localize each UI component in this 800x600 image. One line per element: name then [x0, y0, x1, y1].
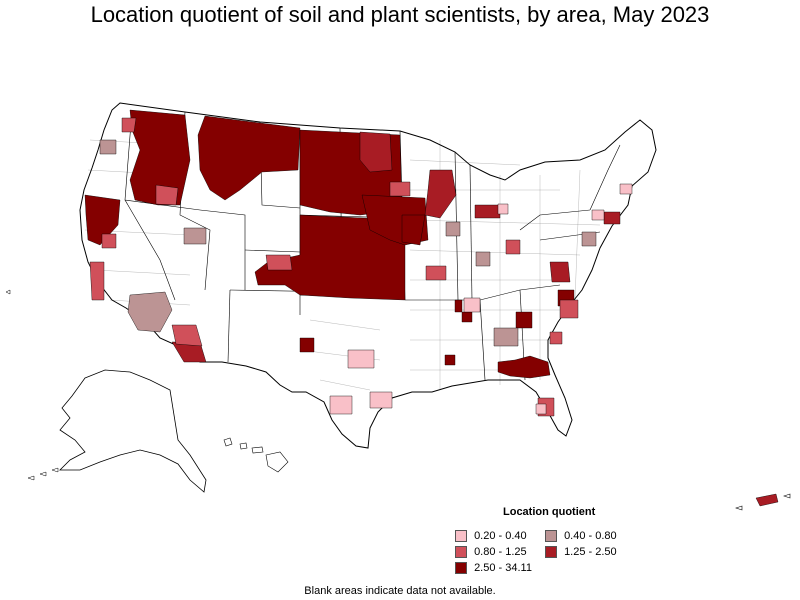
legend-swatch	[455, 546, 467, 559]
alaska-outline	[59, 369, 207, 493]
blank-areas-note: Blank areas indicate data not available.	[304, 585, 496, 597]
legend-item-0-20-0-40: 0.20 - 0.40	[455, 530, 527, 543]
legend-item-0-40-0-80: 0.40 - 0.80	[545, 530, 617, 543]
legend-swatch	[455, 530, 467, 543]
legend-swatch	[455, 562, 467, 575]
legend-item-0-80-1-25: 0.80 - 1.25	[455, 546, 527, 559]
legend-item-1-25-2-50: 1.25 - 2.50	[545, 546, 617, 559]
areas-0-20-to-0-40	[329, 183, 633, 415]
map-title: Location quotient of soil and plant scie…	[90, 2, 710, 27]
areas-1-25-to-2-50	[171, 131, 779, 507]
legend-label: 0.40 - 0.80	[564, 530, 617, 543]
puerto-rico	[735, 493, 791, 511]
areas-0-40-to-0-80	[99, 139, 597, 347]
legend-swatch	[545, 530, 557, 543]
legend-item-2-50-34-11: 2.50 - 34.11	[455, 562, 532, 575]
legend-label: 0.80 - 1.25	[474, 546, 527, 559]
legend-label: 2.50 - 34.11	[474, 562, 532, 575]
legend-swatch	[545, 546, 557, 559]
legend-title: Location quotient	[503, 506, 596, 518]
hawaii-islands	[223, 437, 289, 473]
alaska-islands	[5, 289, 59, 481]
areas-0-80-to-1-25	[89, 117, 579, 417]
areas-2-50-to-34-11	[84, 109, 575, 379]
legend-label: 1.25 - 2.50	[564, 546, 617, 559]
legend-label: 0.20 - 0.40	[474, 530, 527, 543]
